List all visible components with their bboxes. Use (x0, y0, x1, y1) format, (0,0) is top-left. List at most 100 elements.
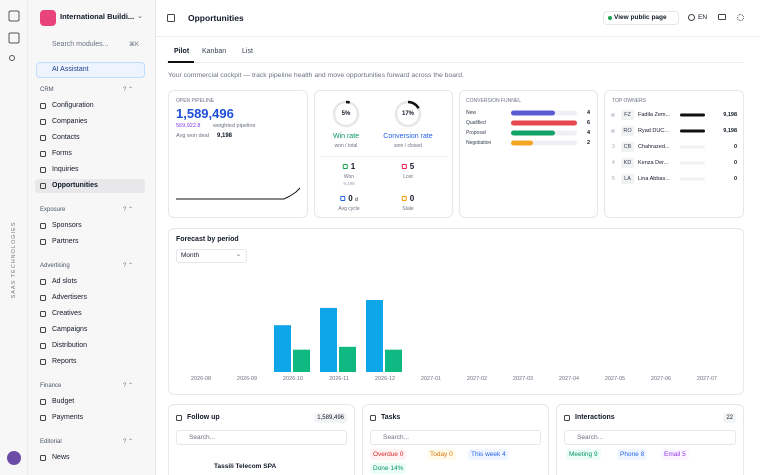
nav-label: Inquiries (52, 166, 79, 173)
filter-chip[interactable]: Overdue 0 (370, 449, 407, 460)
nav-item[interactable] (35, 179, 145, 193)
filter-chip[interactable]: Phone 8 (617, 449, 648, 460)
owner-bar (680, 129, 705, 133)
chip-count: 5 (682, 451, 686, 458)
stage-value: 4 (587, 110, 591, 116)
view-public-button[interactable] (603, 11, 679, 25)
owner-name: Ryad DUC... (638, 128, 669, 134)
nav-label: Campaigns (52, 326, 88, 333)
tasks-search-placeholder: Search... (383, 433, 410, 441)
owner-avatar (621, 142, 634, 152)
followup-search-placeholder: Search... (189, 433, 216, 441)
followup-search[interactable] (176, 430, 347, 445)
stage-bar (511, 120, 577, 126)
stat-value: 5 (401, 162, 414, 172)
section-icons: ? ⌃ (123, 263, 134, 269)
nav-label: Companies (52, 118, 88, 125)
x-tick-label: 2026-12 (374, 376, 396, 382)
rail-icon[interactable] (9, 55, 15, 61)
settings-icon[interactable] (737, 14, 744, 21)
chip-label: Meeting (569, 451, 593, 458)
page-title: Opportunities (188, 13, 244, 23)
filter-chip[interactable]: Today 0 (427, 449, 456, 460)
graphic (332, 100, 422, 128)
stat-icon (342, 164, 348, 169)
followup-badge: 1,589,496 (314, 413, 347, 423)
brand: SAAS TECHNOLOGIES (11, 221, 17, 299)
forecast-bar (320, 307, 337, 372)
stat-label: Won (343, 174, 355, 180)
nav-icon (40, 183, 46, 189)
period-value: Month (181, 252, 200, 259)
section-icons: ? ⌃ (123, 87, 134, 93)
rail-icon[interactable] (8, 10, 20, 22)
sidebar (28, 0, 156, 475)
section-title: Advertising (40, 263, 70, 269)
pipeline-card (168, 90, 308, 218)
chip-count: 0 (399, 451, 404, 458)
x-tick-label: 2026-11 (329, 376, 349, 382)
nav-label: Advertisers (52, 294, 88, 301)
tab[interactable]: List (242, 48, 253, 55)
language[interactable]: EN (698, 14, 708, 21)
period-select[interactable] (176, 249, 247, 263)
owner-rank: 5 (612, 176, 615, 182)
section-icons: ? ⌃ (123, 207, 134, 213)
org-logo[interactable] (40, 10, 56, 26)
x-tick-label: 2027-03 (512, 376, 534, 382)
org-name[interactable]: International Buildi... (60, 12, 135, 21)
sidebar-toggle-icon[interactable] (167, 14, 175, 22)
followup-icon (176, 415, 182, 421)
owner-initials: RO (623, 128, 632, 134)
interactions-search[interactable] (564, 430, 736, 445)
nav-icon (40, 151, 46, 157)
search-placeholder: Search modules... (52, 41, 109, 48)
rail-icon[interactable] (8, 32, 20, 44)
chip-label: This week (471, 451, 501, 458)
stage-name: New (466, 110, 477, 116)
x-tick-label: 2026-09 (236, 376, 258, 382)
owner-avatar (621, 110, 634, 120)
ring-value (332, 100, 360, 128)
stage-bar (511, 140, 533, 146)
icon-rail (0, 0, 28, 475)
owner-value: 9,198 (723, 128, 737, 134)
avatar[interactable] (7, 451, 21, 465)
x-tick-label: 2026-10 (282, 376, 304, 382)
nav-label: Configuration (52, 102, 94, 109)
sparkline (176, 187, 301, 200)
funnel-card (459, 90, 598, 218)
nav-icon (40, 311, 46, 317)
stat-label: Lost (403, 174, 413, 180)
section-icons: ? ⌃ (123, 439, 134, 445)
owners-title: TOP OWNERS (612, 98, 646, 104)
graphic (680, 113, 705, 181)
filter-chip[interactable]: Done 14% (370, 463, 407, 474)
stat-value: 1 (342, 162, 355, 172)
ai-assistant[interactable] (36, 62, 145, 78)
x-tick-label: 2026-08 (190, 376, 212, 382)
filter-chip[interactable]: Email 5 (661, 449, 689, 460)
chip-count: 14% (390, 465, 404, 472)
owner-avatar (621, 174, 634, 184)
owner-value: 0 (733, 176, 737, 182)
x-tick-label: 2027-06 (650, 376, 672, 382)
filter-chip[interactable]: Meeting 9 (566, 449, 601, 460)
interactions-card (556, 404, 744, 475)
followup-first-row[interactable]: Tassili Telecom SPA (214, 463, 277, 470)
tab[interactable]: Pilot (174, 48, 190, 55)
nav-icon (40, 359, 46, 365)
tab[interactable]: Kanban (202, 48, 227, 55)
nav-icon (40, 167, 46, 173)
avg-label: Avg won deal (176, 133, 209, 139)
ring-label: 5% (341, 111, 351, 117)
tasks-search[interactable] (370, 430, 541, 445)
nav-label: News (52, 454, 70, 461)
monitor-icon[interactable] (718, 14, 726, 20)
globe-icon[interactable] (688, 14, 695, 21)
nav-icon (40, 135, 46, 141)
nav-label: Creatives (52, 310, 82, 317)
section-title: Finance (40, 383, 62, 389)
owner-medal-icon (611, 129, 615, 133)
filter-chip[interactable]: This week 4 (468, 449, 509, 460)
